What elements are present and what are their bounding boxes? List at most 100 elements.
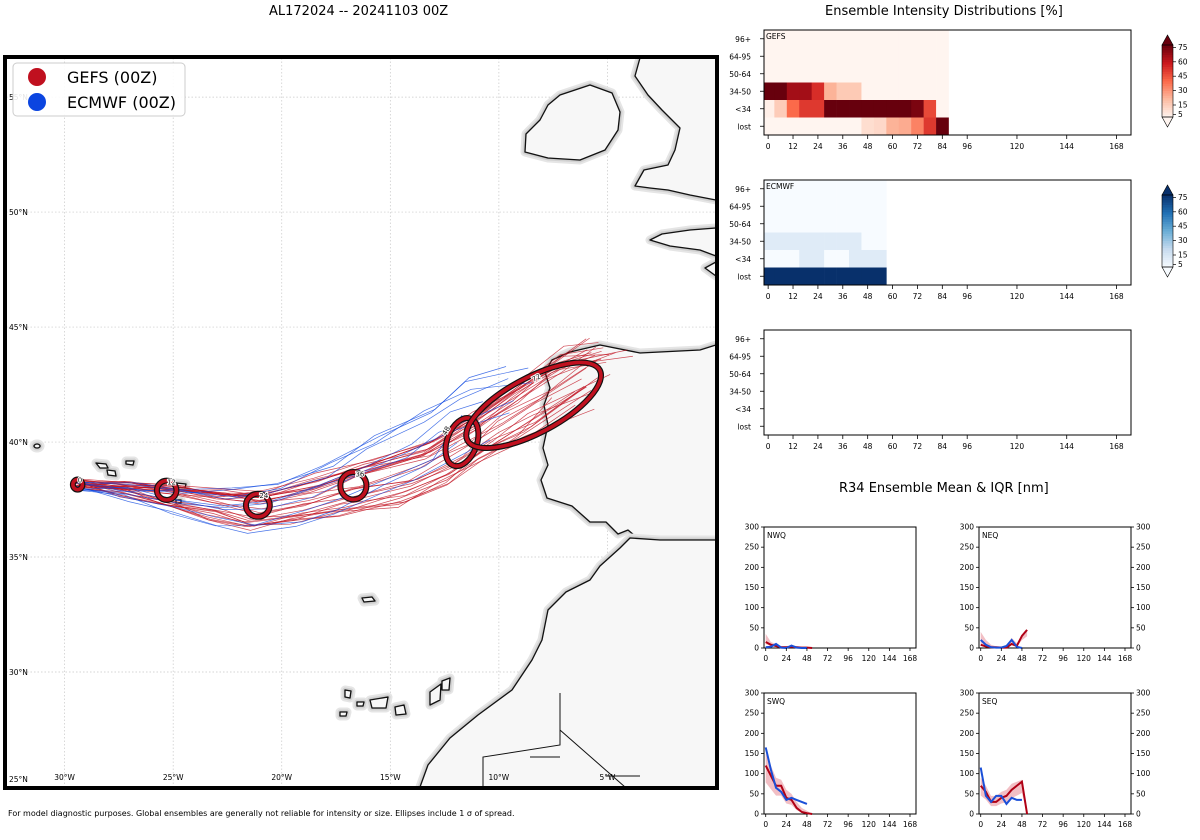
quadrant-label: NWQ: [767, 531, 786, 540]
heat-cell: [936, 65, 949, 83]
gefs-member-track: [77, 378, 582, 515]
heat-cell: [923, 117, 937, 136]
radius-label: 50: [964, 789, 974, 798]
radius-label: 0: [754, 810, 759, 819]
forecast-hour-label: 120: [862, 820, 877, 829]
heat-cell: [936, 30, 949, 48]
heat-cell: [774, 65, 788, 83]
ecmwf-member-track: [73, 412, 510, 508]
r34-title: R34 Ensemble Mean & IQR [nm]: [839, 481, 1049, 496]
intensity-bin-label: 50-64: [729, 70, 751, 79]
heat-cell: [873, 267, 887, 286]
forecast-hour-label: 144: [882, 820, 897, 829]
heat-cell: [923, 65, 937, 83]
heat-cell: [811, 232, 825, 251]
colorbar-step: [1162, 57, 1173, 60]
ecmwf-mean-line: [764, 747, 808, 805]
heat-cell: [774, 117, 788, 136]
radius-label: 200: [745, 729, 760, 738]
colorbar-tick-label: 15: [1178, 251, 1188, 260]
heat-cell: [764, 197, 775, 216]
colorbar-step: [1162, 259, 1173, 263]
forecast-hour-label: 144: [882, 654, 897, 663]
ellipse-label: 24: [259, 492, 268, 500]
heat-cell: [811, 250, 825, 268]
heat-cell: [764, 117, 775, 136]
forecast-hour-label: 168: [1118, 820, 1133, 829]
forecast-hour-label: 0: [763, 820, 768, 829]
radius-label: 50: [1136, 789, 1146, 798]
ecmwf-mean-line: [980, 638, 1023, 649]
colorbar-step: [1162, 61, 1173, 65]
heat-cell: [774, 180, 788, 198]
heat-cell: [849, 197, 862, 216]
forecast-hour-label: 24: [813, 442, 823, 451]
forecast-hour-label: 36: [838, 442, 848, 451]
colorbar-step: [1162, 69, 1173, 72]
colorbar-step: [1162, 78, 1173, 82]
heat-cell: [861, 100, 875, 118]
colorbar-step: [1162, 71, 1173, 75]
radius-label: 250: [960, 543, 975, 552]
heat-cell: [861, 232, 875, 251]
heat-cell: [923, 82, 937, 101]
heat-cell: [764, 215, 775, 233]
forecast-hour-label: 72: [913, 142, 923, 151]
azores-central: [95, 460, 135, 477]
heat-cell: [861, 82, 875, 101]
heat-cell: [824, 30, 837, 48]
forecast-hour-label: 24: [782, 820, 792, 829]
forecast-hour-label: 120: [1010, 292, 1025, 301]
colorbar-extend-top: [1161, 184, 1174, 196]
heat-cell: [873, 215, 887, 233]
colorbar-step: [1162, 85, 1173, 89]
colorbar-step: [1162, 102, 1173, 106]
heat-cell: [799, 180, 812, 198]
heat-cell: [811, 180, 825, 198]
intensity-distribution-panels: 96+ 64-95 50-64 34-50 <34 lost 0 12 24 36 48 60 72 84…: [729, 29, 1188, 451]
forecast-hour-label: 96: [1058, 654, 1068, 663]
radius-label: 200: [745, 563, 760, 572]
heat-cell: [873, 180, 887, 198]
model-label: ECMWF: [766, 182, 794, 191]
heat-cell: [764, 30, 775, 48]
legend-gefs-label: GEFS (00Z): [67, 68, 157, 87]
ellipse-hour-0: [71, 477, 85, 492]
heat-cell: [811, 30, 825, 48]
great-britain: [634, 58, 716, 201]
ecmwf-mean-line: [979, 767, 1022, 806]
colorbar-step: [1162, 233, 1173, 237]
ellipse-hour-24: [244, 491, 272, 519]
forecast-hour-label: 24: [997, 820, 1007, 829]
heat-cell: [873, 197, 887, 216]
ellipse-hour-36: [338, 470, 369, 502]
forecast-hour-label: 84: [938, 292, 948, 301]
heat-cell: [836, 232, 850, 251]
heat-cell: [836, 267, 850, 286]
radius-label: 0: [1136, 810, 1141, 819]
colorbar-tick-label: 30: [1178, 86, 1188, 95]
border-lines: [482, 693, 626, 787]
forecast-hour-label: 12: [788, 442, 798, 451]
heat-cell: [898, 47, 912, 66]
colorbar-step: [1162, 199, 1173, 203]
gefs-member-track: [76, 391, 597, 520]
radius-label: 300: [960, 689, 975, 698]
heat-cell: [811, 117, 825, 136]
panel-frame: [763, 29, 1132, 136]
forecast-hour-label: 60: [888, 292, 898, 301]
ecmwf-member-track: [75, 439, 491, 534]
radius-label: 150: [960, 749, 975, 758]
radius-label: 100: [745, 769, 760, 778]
heat-cell: [836, 117, 850, 136]
heat-cell: [873, 232, 887, 251]
colorbar-extend-top: [1161, 34, 1174, 46]
heat-cell: [774, 30, 788, 48]
heat-cell: [824, 250, 837, 268]
colorbar-step: [1162, 257, 1173, 261]
storm-title: AL172024 -- 20241103 00Z: [269, 4, 449, 19]
colorbar-step: [1162, 195, 1173, 198]
heat-cell: [824, 267, 837, 286]
intensity-bin-label: <34: [735, 255, 751, 264]
colorbar-step: [1162, 49, 1173, 53]
